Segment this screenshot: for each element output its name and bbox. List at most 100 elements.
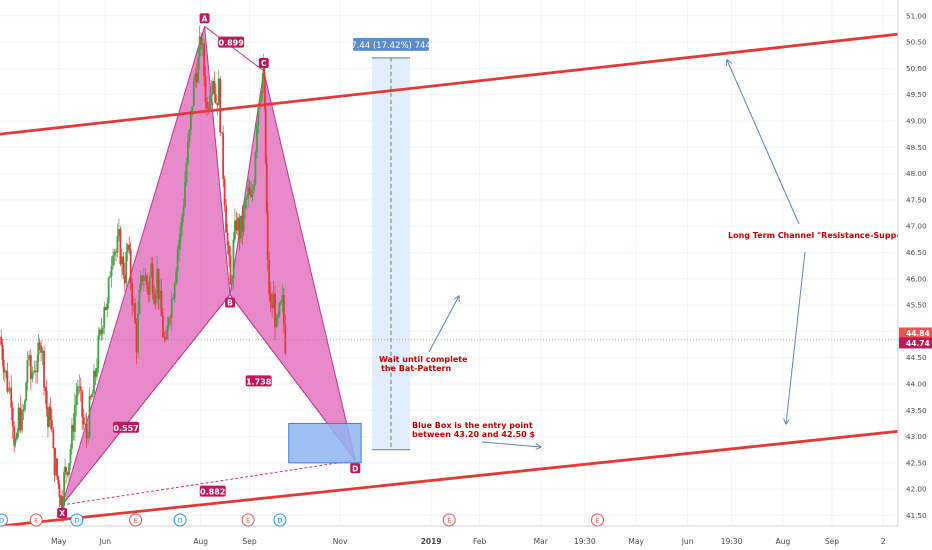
candle-body [204,76,207,102]
entry-zone-box[interactable] [288,422,362,464]
event-marker-earnings-icon[interactable] [591,513,605,527]
candle-body [109,276,112,278]
candle-body [194,73,197,81]
candle-body [268,259,271,294]
candle-body [97,335,100,369]
event-marker-dividend-icon[interactable] [70,513,84,527]
candle-body [6,371,9,392]
y-tick-label: 49.50 [906,90,927,99]
x-tick-label: Aug [776,537,791,546]
y-tick-label: 50.00 [906,64,927,73]
candle-body [123,274,126,284]
candle-body [72,424,75,432]
candle-body [261,73,264,94]
candle-body [162,316,164,337]
x-tick-label: Jun [98,537,111,546]
candle-body [223,178,226,206]
y-tick-label: 48.00 [906,169,927,178]
candle-body [203,43,205,77]
candle-body [236,217,239,231]
candle-body [33,370,36,373]
y-axis-panel [898,0,932,550]
candle-body [0,336,3,345]
y-tick-label: 44.00 [906,379,927,388]
candle-body [229,255,232,285]
candle-body [176,249,179,272]
event-marker-letter: E [134,516,138,524]
annotation-bluebox-line1: Blue Box is the entry point [412,421,533,430]
candle-body [100,329,103,334]
channel-resistance-line[interactable] [0,32,899,136]
candle-body [75,395,78,406]
candle-body [141,275,144,281]
annotation-wait-line2: the Bat-Pattern [381,364,451,373]
candle-body [251,190,254,197]
candle-body [206,101,208,108]
candle-body [63,471,66,507]
candle-body [37,342,40,355]
candle-body [140,275,142,290]
candle-body [21,409,23,431]
candle-body [47,408,49,427]
channel-support-line[interactable] [0,429,899,528]
candle-body [278,303,281,316]
annotation-channel-note: Long Term Channel "Resistance-Support" [728,231,914,240]
candle-body [184,182,186,207]
x-tick-label: Feb [473,537,487,546]
event-marker-dividend-icon[interactable] [0,513,8,527]
price-marker-label: 44.84 [906,329,930,338]
candle-body [181,216,183,227]
candle-body [16,432,19,439]
candle-body [266,211,269,260]
event-marker-dividend-icon[interactable] [273,513,287,527]
candle-body [8,387,11,392]
candle-body [94,370,97,377]
candle-body [107,277,110,304]
candle-body [134,303,136,323]
event-marker-letter: D [277,516,282,524]
annotation-wait-line1: Wait until complete [379,355,468,364]
candle-body [3,370,6,373]
x-tick-label: 19:30 [721,537,743,546]
candle-body [10,387,13,408]
y-tick-label: 43.50 [906,406,927,415]
candle-body [241,215,244,232]
candle-body [170,298,173,318]
event-marker-earnings-icon[interactable] [129,513,143,527]
candle-body [11,407,14,427]
candle-body [61,496,64,517]
x-tick-label: Sep [825,537,839,546]
ratio-badge [113,421,140,433]
candle-body [232,239,235,279]
y-tick-label: 49.00 [906,116,927,125]
event-marker-earnings-icon[interactable] [442,513,456,527]
candle-body [24,400,26,410]
candle-body [228,245,230,256]
candle-body [29,355,32,379]
ratio-label-2: 1.738 [246,377,272,386]
pattern-bcd-triangle[interactable] [229,70,356,461]
candle-body [192,80,195,107]
candle-body [25,382,28,401]
y-tick-label: 43.00 [906,432,927,441]
y-tick-label: 47.00 [906,222,927,231]
x-tick-label: May [51,537,67,546]
candle-body [235,220,238,231]
candle-body [128,244,131,250]
arrow-note-to-support [786,251,806,424]
candle-body [131,283,134,306]
candle-body [264,78,266,110]
candle-body [110,265,113,277]
candle-body [28,355,31,361]
candle-body [258,98,261,108]
event-marker-earnings-icon[interactable] [241,513,255,527]
candle-body [188,130,191,142]
event-marker-dividend-icon[interactable] [173,513,187,527]
candle-body [125,251,128,284]
candle-body [219,78,222,133]
event-marker-earnings-icon[interactable] [29,513,43,527]
candle-body [179,226,182,241]
candle-body [65,467,67,473]
